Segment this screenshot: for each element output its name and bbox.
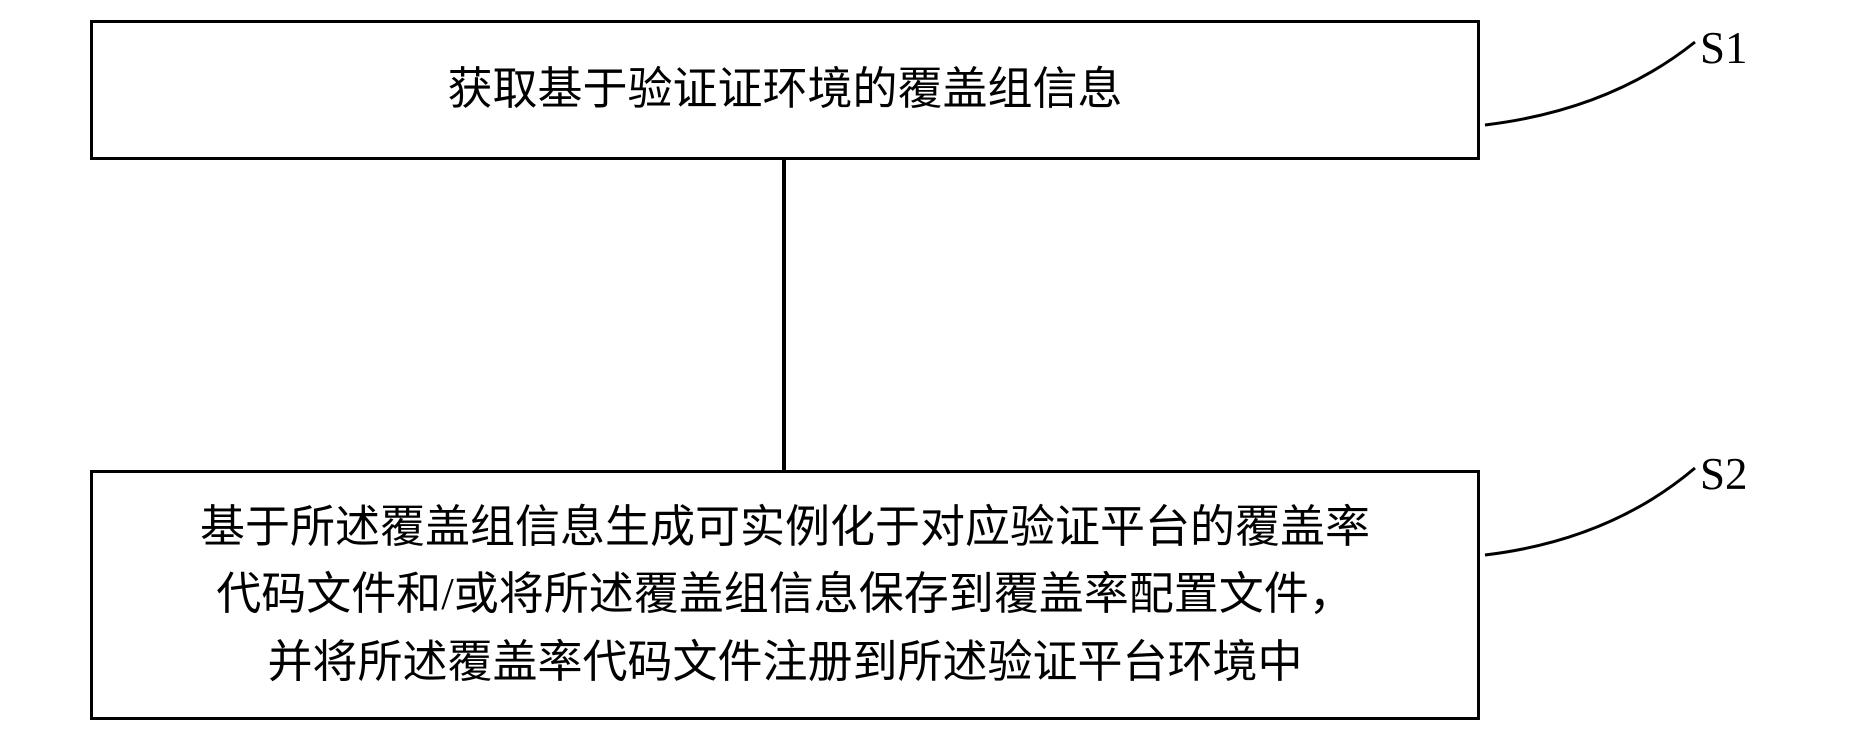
step-label-s2: S2 bbox=[1700, 448, 1748, 500]
leader-curve-s2 bbox=[0, 0, 1862, 740]
flowchart-container: 获取基于验证证环境的覆盖组信息 基于所述覆盖组信息生成可实例化于对应验证平台的覆… bbox=[0, 0, 1862, 740]
